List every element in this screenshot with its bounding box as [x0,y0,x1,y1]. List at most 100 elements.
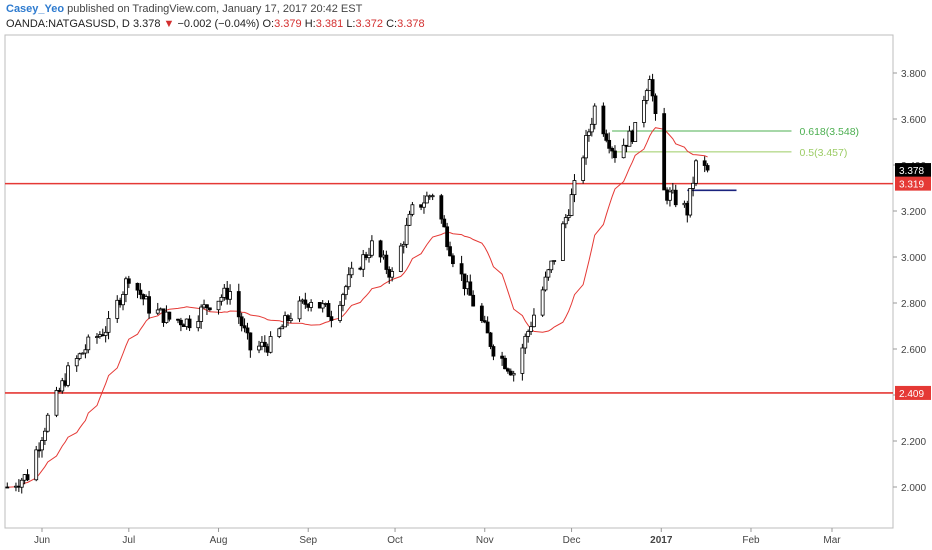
candle [570,195,573,216]
candle [547,270,550,277]
candle [20,480,23,487]
candle [451,256,454,264]
candle [327,303,330,316]
candle [532,315,535,327]
candle [645,91,648,101]
candle [449,247,452,256]
candle [504,358,507,368]
x-tick-label: Mar [823,535,841,546]
candle [706,166,709,171]
candle [298,301,301,319]
candle [492,347,495,357]
candle [341,295,344,306]
candle [188,319,191,328]
candle [127,279,130,284]
candle [524,336,527,348]
candle [391,271,394,277]
candle [168,312,171,319]
candle [585,135,588,157]
candle [527,331,530,336]
candle [67,366,70,386]
candle [689,188,692,215]
support-high-tag: 3.319 [899,180,924,191]
y-tick-label: 3.200 [901,207,926,218]
candle [561,224,564,261]
candle [107,318,110,332]
candle [622,145,625,157]
candle [370,241,373,255]
candle [278,329,281,337]
candle [205,305,208,308]
y-tick-label: 3.000 [901,253,926,264]
candle [642,100,645,122]
candle [663,114,666,190]
candle [304,300,307,304]
candle [530,327,533,332]
x-tick-label: Oct [387,535,403,546]
candle [634,122,637,141]
candle [605,134,608,141]
candle [443,219,446,227]
y-tick-label: 2.600 [901,345,926,356]
candle [521,348,524,373]
candle [43,431,46,440]
candle [240,317,243,326]
candle [480,306,483,321]
candle [347,275,350,287]
y-tick-label: 3.600 [901,115,926,126]
candle [703,161,706,166]
candle [654,96,657,114]
plot-frame [5,35,893,528]
candle [602,106,605,134]
candle [6,487,9,488]
candle [139,290,142,294]
candle [220,297,223,301]
candle [87,337,90,350]
y-tick-label: 3.800 [901,69,926,80]
fib-level-label: 0.618(3.548) [799,126,859,138]
candle [229,292,232,300]
candle [41,441,44,450]
candle [263,342,266,346]
candle [55,390,58,415]
last-price-tag: 3.378 [899,166,924,177]
candle [310,302,313,307]
candle [156,310,159,313]
candle [613,151,616,158]
candle [385,255,388,269]
x-tick-label: Jul [122,535,135,546]
candle [573,180,576,194]
candle [237,292,240,317]
candle [104,332,107,335]
candle [35,450,38,480]
candle [472,295,475,306]
candle [344,287,347,295]
candle [339,305,342,320]
candle [550,261,553,270]
candle [122,294,125,304]
candle [486,322,489,333]
candle [136,283,139,290]
x-tick-label: Jun [34,535,50,546]
candle [411,205,414,215]
candle [541,290,544,315]
candle [75,359,78,366]
candle [489,333,492,347]
candle [460,264,463,274]
candle [587,132,590,136]
candle [431,196,434,197]
candle [200,307,203,321]
candle [608,140,611,148]
x-tick-label: 2017 [650,535,673,546]
candle [469,282,472,295]
candle [197,321,200,327]
candle [249,333,252,350]
candle [593,106,596,124]
candle [553,260,556,261]
candle [379,241,382,257]
candle [582,158,585,181]
candle [84,350,87,353]
y-tick-label: 2.000 [901,483,926,494]
candle [668,192,671,200]
